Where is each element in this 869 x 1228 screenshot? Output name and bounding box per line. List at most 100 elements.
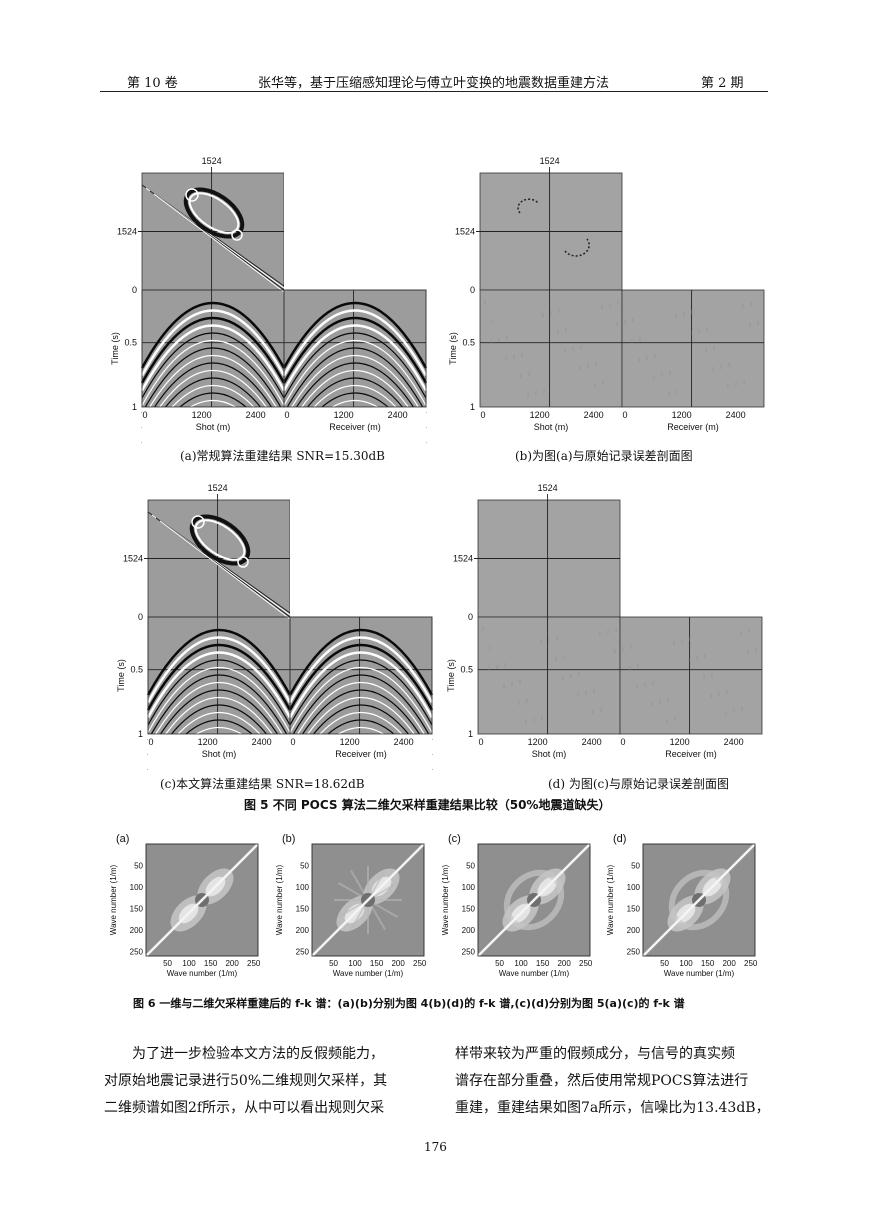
y-tick-label: 50 — [631, 862, 640, 871]
body-right-line-1: 样带来较为严重的假频成分，与信号的真实频 — [455, 1046, 735, 1062]
header-issue: 第 2 期 — [701, 76, 744, 91]
receiver-axis-label: Receiver (m) — [667, 422, 719, 432]
y-tick-label: 50 — [466, 862, 475, 871]
x-axis-label: Wave number (1/m) — [664, 969, 735, 978]
header-title: 张华等，基于压缩感知理论与傅立叶变换的地震数据重建方法 — [258, 76, 610, 91]
x-tick-label: 0 — [290, 737, 295, 747]
receiver-hyperbola — [282, 301, 428, 369]
y-tick-label: 1 — [132, 402, 137, 412]
shot-hyperbola — [141, 347, 285, 414]
fig5-caption-a: (a)常规算法重建结果 SNR=15.30dB — [180, 449, 385, 463]
x-tick-label: 1200 — [340, 737, 360, 747]
x-tick-label: 2400 — [246, 410, 266, 420]
x-tick-label: 0 — [622, 410, 627, 420]
y-tick-label: 250 — [130, 948, 144, 957]
fig5-panel-c: 1524 1524 0 0.5 1 Time (s) 0 1200 2400 0 1200 2400 S… — [116, 482, 442, 772]
x-tick-label: 2400 — [726, 410, 746, 420]
shot-hyperbola — [147, 689, 291, 756]
shot-hyperbola — [147, 659, 291, 726]
diffraction-event — [231, 229, 243, 241]
x-tick-label: 50 — [660, 959, 669, 968]
diagonal-event — [159, 520, 291, 620]
x-tick-label: 150 — [370, 959, 384, 968]
receiver-hyperbola — [283, 332, 427, 399]
y-tick-label: 0.5 — [460, 665, 473, 675]
y-tick-label: 1 — [470, 402, 475, 412]
mask — [290, 482, 442, 617]
fig6-panel-b: (b) 50 100 150 200 250 50 100 150 200 250 Wave numb… — [275, 833, 427, 978]
time-slice-label: 1524 — [453, 554, 473, 564]
y-tick-label: 0 — [468, 612, 473, 622]
x-axis-label: Wave number (1/m) — [499, 969, 570, 978]
header-rule — [100, 91, 768, 92]
shot-axis-label: Shot (m) — [534, 422, 569, 432]
fig6-caption: 图 6 一维与二维欠采样重建后的 f-k 谱：(a)(b)分别为图 4(b)(d… — [133, 997, 685, 1010]
y-tick-label: 1 — [468, 729, 473, 739]
body-right-column: 样带来较为严重的假频成分，与信号的真实频 谱存在部分重叠，然后使用常规POCS算… — [455, 1041, 770, 1122]
header-volume: 第 10 卷 — [127, 76, 178, 91]
y-tick-label: 150 — [627, 905, 641, 914]
fig5-caption-c: (c)本文算法重建结果 SNR=18.62dB — [160, 777, 365, 791]
y-tick-label: 100 — [130, 883, 144, 892]
mask — [148, 734, 432, 772]
body-left-line-2: 对原始地震记录进行50%二维规则欠采样，其 — [104, 1073, 388, 1089]
y-tick-label: 150 — [130, 905, 144, 914]
y-tick-label: 150 — [462, 905, 476, 914]
x-tick-label: 1200 — [528, 737, 548, 747]
top-slice-label: 1524 — [202, 156, 222, 166]
shot-axis-label: Shot (m) — [202, 749, 237, 759]
mask — [284, 155, 436, 290]
shot-hyperbola — [147, 666, 291, 733]
receiver-hyperbola — [288, 636, 434, 704]
residual-arc — [564, 238, 590, 257]
x-tick-label: 2400 — [388, 410, 408, 420]
panel-tag: (d) — [613, 833, 626, 845]
receiver-hyperbola — [282, 309, 428, 377]
fig5-caption-d: (d) 为图(c)与原始记录误差剖面图 — [548, 777, 729, 791]
y-tick-label: 0 — [132, 285, 137, 295]
y-axis-label: Time (s) — [446, 659, 456, 692]
fig5-panel-a: 1524 1524 0 0.5 1 Time (s) 0 1200 2400 0 1200 2400 S… — [110, 155, 436, 445]
y-axis-label: Wave number (1/m) — [606, 864, 615, 935]
y-axis-label: Time (s) — [448, 332, 458, 365]
x-tick-label: 250 — [579, 959, 593, 968]
shot-hyperbola — [146, 636, 292, 704]
x-tick-label: 200 — [391, 959, 405, 968]
receiver-hyperbola — [288, 643, 434, 711]
diffraction-event — [191, 515, 205, 529]
x-tick-label: 200 — [557, 959, 571, 968]
shot-hyperbola — [140, 324, 286, 392]
shot-hyperbola — [146, 643, 292, 711]
receiver-hyperbola — [283, 347, 427, 414]
receiver-section-box — [621, 289, 765, 408]
x-tick-label: 1200 — [670, 737, 690, 747]
shot-hyperbola — [147, 681, 291, 748]
shot-hyperbola — [146, 651, 292, 719]
fig6-panel-a: (a) 50 100 150 200 250 50 100 150 200 250 Wave numb… — [109, 833, 261, 978]
diagonal-energy — [642, 843, 756, 957]
panel-tag: (b) — [282, 833, 295, 845]
diagonal-energy — [311, 843, 425, 957]
spectrum-border — [311, 843, 425, 957]
mask — [142, 407, 426, 445]
y-tick-label: 0 — [138, 612, 143, 622]
fig5-panel-b: 1524 1524 0 0.5 1 Time (s) 0 1200 2400 0 1200 2400 S… — [448, 156, 765, 432]
y-tick-label: 100 — [296, 883, 310, 892]
y-tick-label: 200 — [627, 926, 641, 935]
shot-axis-label: Shot (m) — [196, 422, 231, 432]
top-slice-label: 1524 — [208, 483, 228, 493]
x-tick-label: 250 — [413, 959, 427, 968]
receiver-section-border — [283, 289, 427, 408]
x-tick-label: 0 — [478, 737, 483, 747]
receiver-hyperbola — [282, 316, 428, 384]
x-tick-label: 100 — [182, 959, 196, 968]
shot-hyperbola — [140, 301, 286, 369]
y-tick-label: 150 — [296, 905, 310, 914]
x-tick-label: 2400 — [724, 737, 744, 747]
y-tick-label: 200 — [462, 926, 476, 935]
receiver-hyperbola — [289, 674, 433, 741]
receiver-section-border — [289, 616, 433, 735]
x-tick-label: 200 — [225, 959, 239, 968]
receiver-hyperbola — [288, 651, 434, 719]
shot-section-box — [477, 616, 621, 735]
